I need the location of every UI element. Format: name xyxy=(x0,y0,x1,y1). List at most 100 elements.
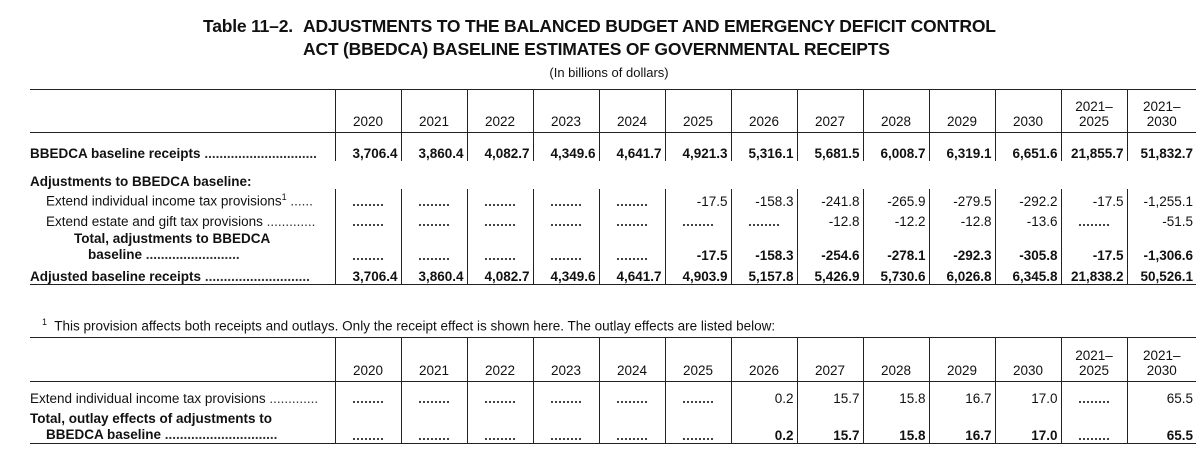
column-header: 2022 xyxy=(466,89,533,133)
column-header: 2025 xyxy=(664,89,731,133)
empty-cell xyxy=(466,228,533,263)
value-cell: 3,860.4 xyxy=(400,262,467,285)
row-label: Extend individual income tax provisions1… xyxy=(46,192,313,209)
empty-cell xyxy=(532,208,599,229)
table-number: Table 11–2. xyxy=(203,16,293,36)
value-cell: 5,681.5 xyxy=(796,132,863,161)
leader-dots xyxy=(353,249,383,260)
value-cell: 16.7 xyxy=(928,405,995,444)
column-header: 2020 xyxy=(334,89,401,133)
title-line-1: ADJUSTMENTS TO THE BALANCED BUDGET AND E… xyxy=(303,16,996,36)
value-cell: -158.3 xyxy=(730,228,797,263)
empty-cell xyxy=(400,208,467,229)
empty-cell xyxy=(598,208,665,229)
leader-dots xyxy=(1079,429,1109,440)
empty-cell xyxy=(334,208,401,229)
empty-cell xyxy=(664,381,731,406)
column-header: 2022 xyxy=(466,337,533,382)
leader-dots xyxy=(419,429,449,440)
empty-cell xyxy=(664,208,731,229)
column-header: 2029 xyxy=(928,337,995,382)
empty-cell xyxy=(598,405,665,444)
value-cell: 4,903.9 xyxy=(664,262,731,285)
row-label: Adjusted baseline receipts .............… xyxy=(30,269,310,284)
leader-dots xyxy=(419,249,449,260)
value-cell: 65.5 xyxy=(1126,405,1196,444)
empty-cell xyxy=(400,228,467,263)
value-cell: -17.5 xyxy=(1060,188,1127,209)
leader-dots xyxy=(617,249,647,260)
leader-dots xyxy=(485,429,515,440)
value-cell: 3,706.4 xyxy=(334,262,401,285)
value-cell: 3,706.4 xyxy=(334,132,401,161)
column-header: 2025 xyxy=(664,337,731,382)
column-header: 2028 xyxy=(862,337,929,382)
row-total-outlay: Total, outlay effects of adjustments to B… xyxy=(30,405,1196,444)
leader-dots xyxy=(617,392,647,403)
value-cell: 5,316.1 xyxy=(730,132,797,161)
value-cell: 0.2 xyxy=(730,381,797,406)
empty-cell xyxy=(400,381,467,406)
stub-header xyxy=(30,90,335,133)
row-total-adjustments: Total, adjustments to BBEDCA baseline ...… xyxy=(30,228,1196,263)
empty-cell xyxy=(466,405,533,444)
value-cell: -1,255.1 xyxy=(1126,188,1196,209)
stub-header xyxy=(30,338,335,382)
empty-cell xyxy=(664,405,731,444)
value-cell: 5,426.9 xyxy=(796,262,863,285)
value-cell: 4,349.6 xyxy=(532,132,599,161)
row-label: Extend individual income tax provisions … xyxy=(30,390,319,406)
leader-dots xyxy=(551,392,581,403)
leader-dots xyxy=(551,249,581,260)
leader-dots xyxy=(353,392,383,403)
section-heading: Adjustments to BBEDCA baseline: xyxy=(30,173,252,189)
empty-cell xyxy=(532,381,599,406)
leader-dots xyxy=(683,429,713,440)
value-cell: 15.8 xyxy=(862,381,929,406)
value-cell: 15.7 xyxy=(796,381,863,406)
empty-cell xyxy=(400,188,467,209)
empty-cell xyxy=(598,381,665,406)
value-cell: 51,832.7 xyxy=(1126,132,1196,161)
value-cell: 4,082.7 xyxy=(466,132,533,161)
value-cell: -265.9 xyxy=(862,188,929,209)
leader-dots xyxy=(419,195,449,206)
value-cell: -17.5 xyxy=(664,188,731,209)
column-header: 2027 xyxy=(796,337,863,382)
value-cell: -254.6 xyxy=(796,228,863,263)
value-cell: -305.8 xyxy=(994,228,1061,263)
empty-cell xyxy=(334,188,401,209)
value-cell: 4,349.6 xyxy=(532,262,599,285)
value-cell: 5,730.6 xyxy=(862,262,929,285)
value-cell: -17.5 xyxy=(664,228,731,263)
leader-dots xyxy=(617,429,647,440)
value-cell: 15.7 xyxy=(796,405,863,444)
column-header: 2023 xyxy=(532,337,599,382)
receipts-header-row: 2020 2021 2022 2023 2024 2025 2026 2027 2028 2029… xyxy=(30,89,1196,133)
value-cell: 65.5 xyxy=(1126,381,1196,406)
value-cell: 21,855.7 xyxy=(1060,132,1127,161)
row-label: Total, outlay effects of adjustments to B… xyxy=(30,411,278,442)
leader-dots xyxy=(551,429,581,440)
value-cell: 50,526.1 xyxy=(1126,262,1196,285)
row-label: Extend estate and gift tax provisions ..… xyxy=(46,213,316,229)
column-header: 2028 xyxy=(862,89,929,133)
outlay-header-row: 2020 2021 2022 2023 2024 2025 2026 2027 2028 2029… xyxy=(30,337,1196,382)
value-cell: 6,345.8 xyxy=(994,262,1061,285)
leader-dots xyxy=(551,195,581,206)
empty-cell xyxy=(466,188,533,209)
empty-cell xyxy=(598,188,665,209)
row-adjusted-receipts: Adjusted baseline receipts .............… xyxy=(30,262,1196,285)
value-cell: 15.8 xyxy=(862,405,929,444)
value-cell: 5,157.8 xyxy=(730,262,797,285)
value-cell: -17.5 xyxy=(1060,228,1127,263)
footnote-text: This provision affects both receipts and… xyxy=(54,318,776,334)
leader-dots xyxy=(551,215,581,226)
value-cell: -13.6 xyxy=(994,208,1061,229)
column-header: 2026 xyxy=(730,337,797,382)
empty-cell xyxy=(334,405,401,444)
row-adjustments-heading: Adjustments to BBEDCA baseline: xyxy=(30,161,1196,189)
empty-cell xyxy=(334,381,401,406)
leader-dots xyxy=(419,215,449,226)
table-subtitle: (In billions of dollars) xyxy=(549,65,669,80)
